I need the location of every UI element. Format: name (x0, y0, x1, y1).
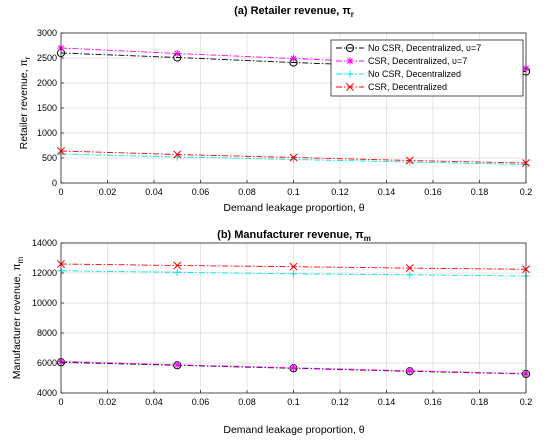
legend-marker (346, 70, 354, 78)
x-tick-label: 0.12 (331, 187, 349, 197)
x-axis-label-a: Demand leakage proportion, θ (223, 202, 364, 214)
x-tick-label: 0.04 (145, 187, 163, 197)
y-tick-label: 1000 (37, 128, 57, 138)
legend-label: No CSR, Decentralized (368, 69, 461, 79)
data-point (405, 156, 414, 165)
y-tick-label: 3000 (37, 28, 57, 38)
data-point (289, 54, 298, 63)
x-tick-label: 0.2 (520, 397, 533, 407)
x-tick-label: 0.1 (287, 187, 300, 197)
y-tick-label: 0 (52, 178, 57, 188)
y-tick-label: 4000 (37, 388, 57, 398)
chart-title-a: (a) Retailer revenue, πr (234, 5, 354, 19)
y-axis-label-b: Manufacturer revenue, πm (11, 256, 25, 379)
legend-marker (346, 83, 354, 91)
y-tick-label: 8000 (37, 328, 57, 338)
y-tick-label: 10000 (32, 298, 57, 308)
y-tick-label: 12000 (32, 268, 57, 278)
data-point (405, 264, 414, 273)
legend-label: CSR, Decentralized (368, 82, 447, 92)
y-ticks-a: 0 500 1000 1500 2000 2500 3000 (37, 28, 64, 188)
y-ticks-b: 4000 6000 8000 10000 12000 14000 (32, 238, 64, 398)
y-tick-label: 2500 (37, 53, 57, 63)
legend-entry: No CSR, Decentralized (336, 69, 461, 79)
x-tick-label: 0.12 (331, 397, 349, 407)
series-2-b (57, 357, 530, 378)
data-point (289, 262, 298, 271)
x-ticks-a: 0 0.02 0.04 0.06 0.08 0.1 0.12 0.14 0.16 0.18 0.2 (58, 180, 532, 197)
x-tick-label: 0.2 (520, 187, 533, 197)
legend-entry: No CSR, Decentralized, υ=7 (336, 43, 481, 53)
x-ticks-b: 0 0.02 0.04 0.06 0.08 0.1 0.12 0.14 0.16 0.18 0.2 (58, 390, 532, 407)
legend-label: No CSR, Decentralized, υ=7 (368, 43, 481, 53)
data-point (173, 150, 182, 159)
legend-label: CSR, Decentralized, υ=7 (368, 56, 467, 66)
x-tick-label: 0.02 (99, 187, 117, 197)
x-tick-label: 0.08 (238, 187, 256, 197)
series-group-b (56, 260, 531, 379)
x-tick-label: 0.18 (471, 397, 489, 407)
legend-marker (345, 43, 355, 53)
x-tick-label: 0.06 (192, 397, 210, 407)
data-point (289, 270, 298, 278)
data-point (406, 367, 414, 375)
legend-entry: CSR, Decentralized (336, 82, 447, 92)
x-tick-label: 0.04 (145, 397, 163, 407)
x-tick-label: 0.16 (424, 187, 442, 197)
x-tick-label: 0.1 (287, 397, 300, 407)
chart-title-b: (b) Manufacturer revenue, πm (217, 229, 371, 243)
data-point (289, 364, 298, 372)
retailer-revenue-chart: (a) Retailer revenue, πr 0 0.02 0.04 0.06 0.… (18, 5, 532, 214)
legend: No CSR, Decentralized, υ=7 CSR, Decentral… (330, 39, 524, 97)
data-point (173, 361, 181, 369)
data-point (289, 153, 298, 162)
y-tick-label: 6000 (37, 358, 57, 368)
data-point (406, 158, 414, 166)
y-tick-label: 1500 (37, 103, 57, 113)
data-point (173, 268, 181, 276)
legend-marker (346, 57, 354, 65)
x-tick-label: 0 (58, 397, 63, 407)
y-tick-label: 2000 (37, 78, 57, 88)
x-tick-label: 0.18 (471, 187, 489, 197)
x-tick-label: 0.16 (424, 397, 442, 407)
manufacturer-revenue-chart: (b) Manufacturer revenue, πm 0 0.02 0.04 0.… (11, 229, 532, 436)
y-tick-label: 14000 (32, 238, 57, 248)
data-point (406, 271, 414, 279)
x-tick-label: 0.02 (99, 397, 117, 407)
y-axis-label-a: Retailer revenue, πr (18, 56, 32, 149)
x-tick-label: 0.14 (378, 397, 396, 407)
data-point (173, 261, 182, 270)
y-tick-label: 500 (42, 153, 57, 163)
legend-entry: CSR, Decentralized, υ=7 (336, 56, 467, 66)
x-tick-label: 0 (58, 187, 63, 197)
x-axis-label-b: Demand leakage proportion, θ (223, 424, 364, 436)
x-tick-label: 0.14 (378, 187, 396, 197)
x-tick-label: 0.06 (192, 187, 210, 197)
x-tick-label: 0.08 (238, 397, 256, 407)
data-point (173, 49, 181, 58)
